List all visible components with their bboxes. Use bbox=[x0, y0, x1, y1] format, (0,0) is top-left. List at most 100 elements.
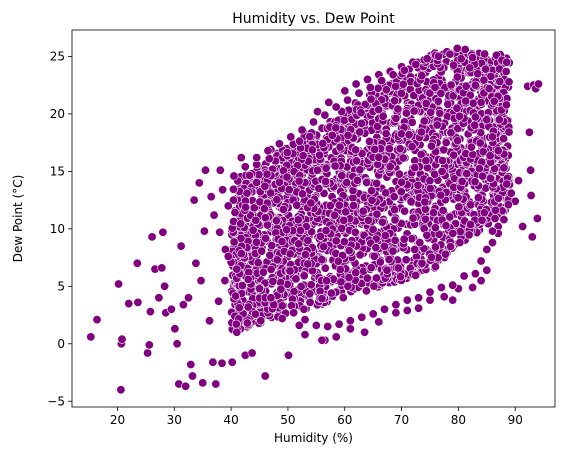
data-point bbox=[385, 255, 393, 263]
data-point bbox=[439, 206, 447, 214]
data-point bbox=[402, 109, 410, 117]
data-point bbox=[209, 358, 217, 366]
data-point bbox=[221, 276, 229, 284]
data-point bbox=[455, 203, 463, 211]
data-point bbox=[275, 178, 283, 186]
data-point bbox=[304, 236, 312, 244]
data-point bbox=[390, 206, 398, 214]
data-point bbox=[267, 265, 275, 273]
data-point bbox=[417, 128, 425, 136]
data-point bbox=[533, 214, 541, 222]
data-point bbox=[197, 276, 205, 284]
data-point bbox=[237, 153, 245, 161]
data-point bbox=[267, 189, 275, 197]
data-point bbox=[230, 172, 238, 180]
data-point bbox=[402, 256, 410, 264]
data-point bbox=[427, 142, 435, 150]
data-point bbox=[216, 228, 224, 236]
data-point bbox=[450, 151, 458, 159]
data-point bbox=[342, 208, 350, 216]
data-point bbox=[309, 118, 317, 126]
data-point bbox=[241, 163, 249, 171]
data-point bbox=[272, 217, 280, 225]
data-point bbox=[252, 178, 260, 186]
data-point bbox=[336, 143, 344, 151]
x-tick-label: 80 bbox=[451, 413, 466, 427]
data-point bbox=[453, 137, 461, 145]
data-point bbox=[145, 341, 153, 349]
data-point bbox=[336, 265, 344, 273]
data-point bbox=[243, 319, 251, 327]
data-point bbox=[491, 206, 499, 214]
data-point bbox=[273, 196, 281, 204]
data-point bbox=[500, 164, 508, 172]
data-point bbox=[373, 210, 381, 218]
data-point bbox=[431, 83, 439, 91]
data-point bbox=[349, 201, 357, 209]
x-tick-label: 50 bbox=[280, 413, 295, 427]
data-point bbox=[405, 131, 413, 139]
data-point bbox=[257, 247, 265, 255]
data-point bbox=[358, 313, 366, 321]
data-point bbox=[375, 153, 383, 161]
data-point bbox=[346, 325, 354, 333]
data-point bbox=[480, 76, 488, 84]
data-point bbox=[292, 275, 300, 283]
x-tick-label: 60 bbox=[337, 413, 352, 427]
data-point bbox=[397, 178, 405, 186]
data-point bbox=[261, 372, 269, 380]
data-point bbox=[526, 166, 534, 174]
data-point bbox=[330, 211, 338, 219]
data-point bbox=[277, 285, 285, 293]
data-point bbox=[518, 222, 526, 230]
data-point bbox=[93, 315, 101, 323]
data-point bbox=[434, 97, 442, 105]
data-point bbox=[294, 216, 302, 224]
data-point bbox=[188, 372, 196, 380]
data-point bbox=[318, 256, 326, 264]
data-point bbox=[504, 201, 512, 209]
data-point bbox=[301, 315, 309, 323]
data-point bbox=[408, 235, 416, 243]
data-point bbox=[267, 294, 275, 302]
data-point bbox=[389, 71, 397, 79]
data-point bbox=[235, 304, 243, 312]
data-point bbox=[454, 194, 462, 202]
data-point bbox=[315, 184, 323, 192]
data-point bbox=[431, 263, 439, 271]
data-point bbox=[232, 320, 240, 328]
data-point bbox=[486, 174, 494, 182]
data-point bbox=[395, 170, 403, 178]
data-point bbox=[400, 207, 408, 215]
data-point bbox=[184, 294, 192, 302]
data-point bbox=[525, 128, 533, 136]
data-point bbox=[260, 205, 268, 213]
data-point bbox=[332, 124, 340, 132]
data-point bbox=[340, 216, 348, 224]
data-point bbox=[289, 309, 297, 317]
data-point bbox=[200, 227, 208, 235]
y-tick-label: 5 bbox=[57, 279, 65, 293]
data-point bbox=[382, 86, 390, 94]
data-point bbox=[418, 72, 426, 80]
data-point bbox=[359, 207, 367, 215]
data-point bbox=[300, 305, 308, 313]
data-point bbox=[160, 282, 168, 290]
data-point bbox=[321, 177, 329, 185]
data-point bbox=[381, 231, 389, 239]
data-point bbox=[286, 267, 294, 275]
data-point bbox=[426, 184, 434, 192]
data-point bbox=[343, 178, 351, 186]
data-point bbox=[499, 134, 507, 142]
data-point bbox=[396, 273, 404, 281]
data-point bbox=[355, 89, 363, 97]
data-point bbox=[261, 182, 269, 190]
data-point bbox=[372, 243, 380, 251]
data-point bbox=[494, 194, 502, 202]
data-point bbox=[344, 282, 352, 290]
data-point bbox=[275, 140, 283, 148]
data-point bbox=[478, 216, 486, 224]
data-point bbox=[391, 236, 399, 244]
data-point bbox=[426, 296, 434, 304]
